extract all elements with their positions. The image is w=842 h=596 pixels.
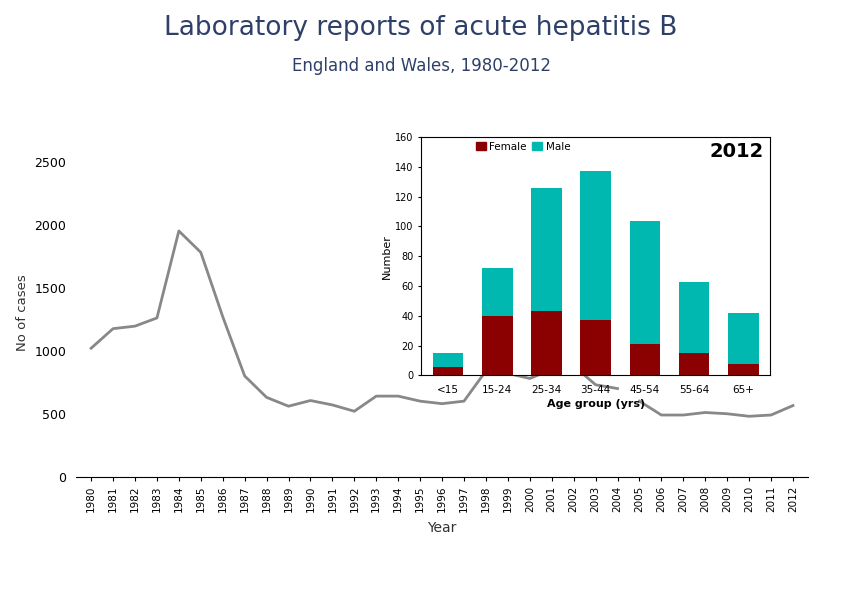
Bar <box>531 188 562 311</box>
Y-axis label: Number: Number <box>382 234 392 279</box>
Text: The hexavalent DTaP/IPV/Hib/HepB combination vaccine: The hexavalent DTaP/IPV/Hib/HepB combina… <box>15 561 427 576</box>
Bar <box>580 321 611 375</box>
Bar <box>728 364 759 375</box>
Bar <box>630 344 660 375</box>
Text: England and Wales, 1980-2012: England and Wales, 1980-2012 <box>291 57 551 74</box>
Legend: Female, Male: Female, Male <box>472 138 574 156</box>
Text: 2012: 2012 <box>709 142 764 161</box>
X-axis label: Age group (yrs): Age group (yrs) <box>546 399 645 409</box>
Bar <box>728 313 759 364</box>
Bar <box>679 282 710 353</box>
X-axis label: Year: Year <box>428 521 456 535</box>
Bar <box>580 171 611 321</box>
Bar <box>482 316 513 375</box>
Y-axis label: No of cases: No of cases <box>16 275 29 351</box>
Text: Laboratory reports of acute hepatitis B: Laboratory reports of acute hepatitis B <box>164 15 678 41</box>
Bar <box>531 311 562 375</box>
Bar <box>482 268 513 316</box>
Bar <box>679 353 710 375</box>
Bar <box>630 221 660 344</box>
Bar <box>433 367 463 375</box>
Bar <box>433 353 463 367</box>
